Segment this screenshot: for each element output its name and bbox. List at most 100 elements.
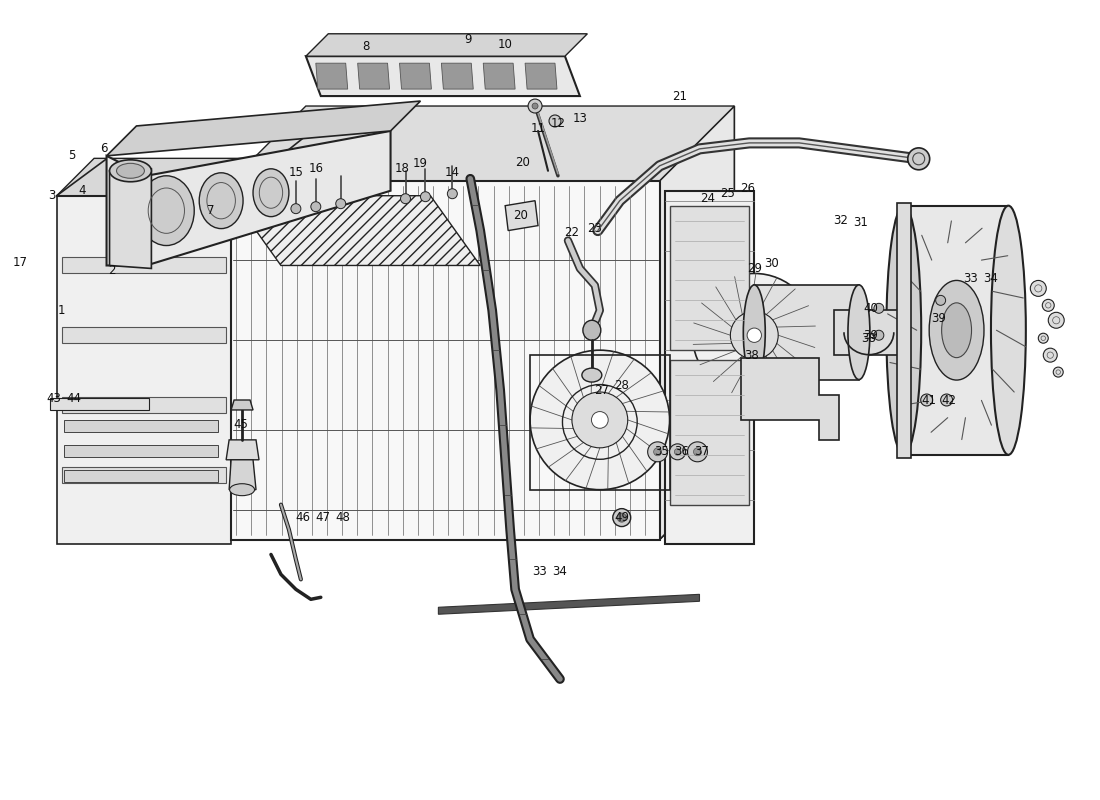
Text: 40: 40 [864,302,878,315]
Text: 36: 36 [674,446,689,458]
Polygon shape [741,358,839,440]
Polygon shape [110,169,152,269]
Ellipse shape [653,448,661,456]
Text: 5: 5 [68,150,76,162]
Text: 43: 43 [46,391,62,405]
Ellipse shape [670,444,685,460]
Text: 30: 30 [763,257,779,270]
Polygon shape [664,190,755,545]
Polygon shape [227,440,258,460]
Ellipse shape [1048,312,1064,328]
Ellipse shape [744,285,766,379]
Text: 28: 28 [614,378,629,391]
Text: 38: 38 [861,332,877,345]
Ellipse shape [730,311,778,359]
Ellipse shape [1053,367,1064,377]
Text: 11: 11 [530,122,546,135]
Text: 16: 16 [308,162,323,175]
Polygon shape [670,206,749,350]
Text: 38: 38 [744,349,759,362]
Ellipse shape [693,448,702,456]
Ellipse shape [199,173,243,229]
Ellipse shape [613,509,630,526]
Text: 2: 2 [108,264,115,277]
Text: 34: 34 [983,272,998,285]
Text: 17: 17 [12,256,28,269]
Ellipse shape [530,350,670,490]
Ellipse shape [1043,299,1054,311]
Ellipse shape [848,285,870,379]
Ellipse shape [253,169,289,217]
Polygon shape [64,420,218,432]
Text: 25: 25 [719,187,735,200]
Ellipse shape [887,206,921,455]
Text: 39: 39 [864,329,878,342]
Text: 45: 45 [233,418,249,431]
Circle shape [921,394,933,406]
Text: 35: 35 [654,446,669,458]
Circle shape [336,198,345,209]
Text: 39: 39 [932,312,946,325]
Text: 4: 4 [78,184,86,198]
Text: 47: 47 [316,511,330,524]
Text: 34: 34 [552,565,568,578]
Ellipse shape [693,274,816,397]
Ellipse shape [617,513,626,522]
Text: 48: 48 [336,511,350,524]
Polygon shape [316,63,348,89]
Polygon shape [57,196,231,545]
Text: 9: 9 [464,33,472,46]
Polygon shape [755,286,859,380]
Circle shape [532,103,538,109]
Text: 8: 8 [362,40,370,53]
Text: 49: 49 [614,511,629,524]
Ellipse shape [991,206,1026,455]
Text: 41: 41 [921,394,936,406]
Polygon shape [525,63,557,89]
Text: 24: 24 [700,192,715,206]
Circle shape [549,115,561,127]
Text: 22: 22 [564,226,580,239]
Ellipse shape [110,160,152,182]
Ellipse shape [592,411,608,428]
Circle shape [448,189,458,198]
Polygon shape [483,63,515,89]
Ellipse shape [908,148,930,170]
Polygon shape [660,106,735,539]
Text: 14: 14 [444,166,460,179]
Ellipse shape [942,303,971,358]
Polygon shape [231,196,481,266]
Ellipse shape [688,442,707,462]
Text: 21: 21 [672,90,688,102]
Text: 23: 23 [587,222,603,235]
Ellipse shape [583,320,601,340]
Polygon shape [64,470,218,482]
Polygon shape [62,327,227,343]
Ellipse shape [674,449,681,455]
Polygon shape [441,63,473,89]
Circle shape [400,194,410,204]
Circle shape [940,394,953,406]
Polygon shape [62,466,227,482]
Text: 18: 18 [395,162,410,175]
Text: 29: 29 [747,262,762,275]
Text: 10: 10 [497,38,513,50]
Circle shape [873,303,883,314]
Ellipse shape [1043,348,1057,362]
Polygon shape [64,445,218,457]
Text: 3: 3 [48,190,55,202]
Polygon shape [62,258,227,274]
Ellipse shape [1038,334,1048,343]
Text: 33: 33 [532,565,548,578]
Text: 1: 1 [58,304,66,317]
Circle shape [936,295,946,306]
Polygon shape [107,131,390,266]
Polygon shape [229,460,256,490]
Ellipse shape [230,484,254,496]
Polygon shape [62,397,227,413]
Ellipse shape [117,163,144,178]
Polygon shape [399,63,431,89]
Ellipse shape [139,176,195,246]
Text: 6: 6 [100,142,108,155]
Ellipse shape [930,281,984,380]
